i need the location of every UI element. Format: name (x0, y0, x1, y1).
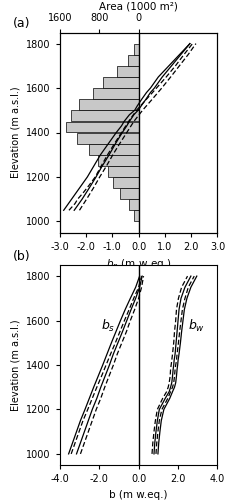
Bar (98, 155, 139, 166)
Bar (77, 132, 139, 143)
Bar (79, 100, 139, 110)
X-axis label: b (m w.eq.): b (m w.eq.) (109, 490, 168, 500)
Text: $b_s$: $b_s$ (101, 318, 115, 334)
Bar (134, 210, 139, 222)
Bar (117, 66, 139, 77)
Bar (89, 144, 139, 154)
Bar (93, 88, 139, 99)
Text: $b_w$: $b_w$ (188, 318, 205, 334)
Bar (134, 44, 139, 54)
Bar (66, 122, 139, 132)
Bar (71, 110, 139, 122)
Y-axis label: Elevation (m a.s.l.): Elevation (m a.s.l.) (11, 319, 21, 411)
X-axis label: $b_n$ (m w.eq.): $b_n$ (m w.eq.) (106, 257, 171, 271)
X-axis label: Area (1000 m²): Area (1000 m²) (99, 2, 178, 12)
Bar (103, 77, 139, 88)
Bar (108, 166, 139, 177)
Bar (128, 55, 139, 66)
Bar (120, 188, 139, 199)
Text: (a): (a) (12, 18, 30, 30)
Bar (113, 177, 139, 188)
Text: (b): (b) (12, 250, 30, 263)
Bar (129, 200, 139, 210)
Y-axis label: Elevation (m a.s.l.): Elevation (m a.s.l.) (11, 86, 21, 178)
